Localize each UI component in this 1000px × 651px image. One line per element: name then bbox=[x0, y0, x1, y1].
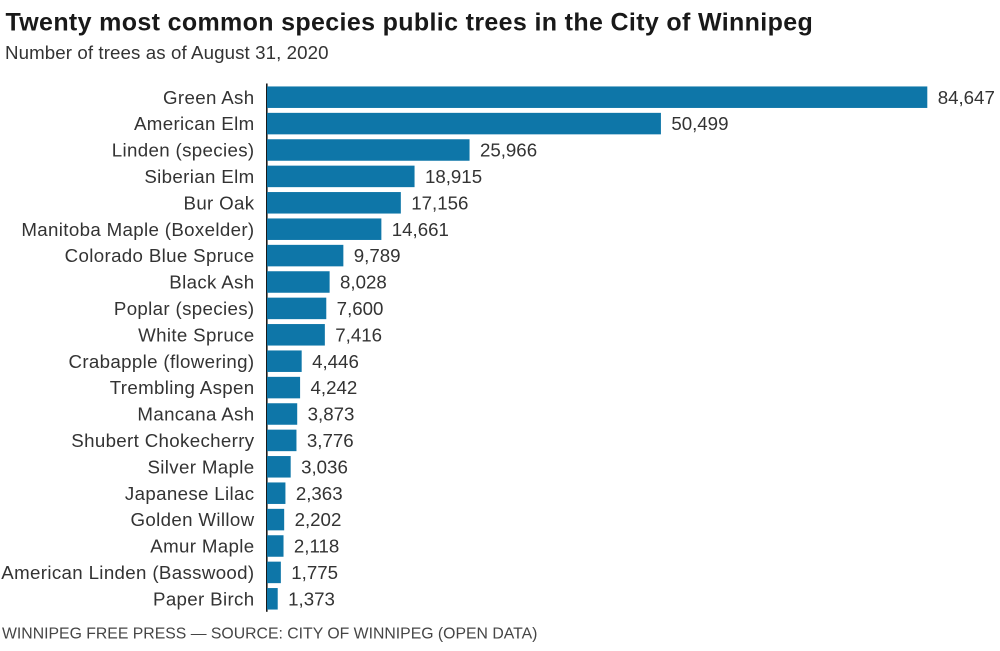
svg-text:8,028: 8,028 bbox=[340, 272, 387, 293]
svg-text:White Spruce: White Spruce bbox=[138, 324, 254, 345]
svg-text:50,499: 50,499 bbox=[671, 113, 728, 134]
svg-text:9,789: 9,789 bbox=[354, 245, 401, 266]
svg-text:Japanese Lilac: Japanese Lilac bbox=[125, 483, 255, 504]
svg-text:14,661: 14,661 bbox=[392, 219, 449, 240]
svg-text:Manitoba Maple (Boxelder): Manitoba Maple (Boxelder) bbox=[21, 219, 254, 240]
svg-text:Poplar (species): Poplar (species) bbox=[114, 298, 255, 319]
svg-text:1,373: 1,373 bbox=[288, 588, 335, 609]
svg-text:2,363: 2,363 bbox=[296, 483, 343, 504]
svg-text:18,915: 18,915 bbox=[425, 166, 482, 187]
svg-text:3,036: 3,036 bbox=[301, 456, 348, 477]
svg-text:Green Ash: Green Ash bbox=[163, 87, 254, 108]
svg-text:4,446: 4,446 bbox=[312, 351, 359, 372]
svg-text:3,873: 3,873 bbox=[308, 404, 355, 425]
svg-text:4,242: 4,242 bbox=[310, 377, 357, 398]
svg-text:1,775: 1,775 bbox=[291, 562, 338, 583]
svg-text:84,647: 84,647 bbox=[938, 87, 995, 108]
svg-text:7,416: 7,416 bbox=[335, 324, 382, 345]
svg-text:American Elm: American Elm bbox=[134, 113, 255, 134]
svg-text:25,966: 25,966 bbox=[480, 140, 537, 161]
svg-text:Siberian Elm: Siberian Elm bbox=[144, 166, 254, 187]
svg-text:17,156: 17,156 bbox=[411, 192, 468, 213]
svg-text:WINNIPEG FREE PRESS — SOURCE:: WINNIPEG FREE PRESS — SOURCE: CITY OF WI… bbox=[2, 626, 537, 643]
svg-text:Linden (species): Linden (species) bbox=[112, 140, 255, 161]
svg-text:Number of trees as of August 3: Number of trees as of August 31, 2020 bbox=[5, 42, 329, 63]
svg-text:Trembling Aspen: Trembling Aspen bbox=[110, 377, 255, 398]
svg-text:3,776: 3,776 bbox=[307, 430, 354, 451]
svg-text:Golden Willow: Golden Willow bbox=[131, 509, 255, 530]
svg-text:Paper Birch: Paper Birch bbox=[153, 588, 255, 609]
svg-text:7,600: 7,600 bbox=[337, 298, 384, 319]
svg-text:Twenty most common species pub: Twenty most common species public trees … bbox=[6, 8, 814, 36]
svg-text:American Linden (Basswood): American Linden (Basswood) bbox=[1, 562, 254, 583]
svg-text:2,202: 2,202 bbox=[295, 509, 342, 530]
svg-text:Shubert Chokecherry: Shubert Chokecherry bbox=[71, 430, 255, 451]
svg-text:Bur Oak: Bur Oak bbox=[184, 192, 255, 213]
svg-text:Colorado Blue Spruce: Colorado Blue Spruce bbox=[65, 245, 255, 266]
svg-text:Silver Maple: Silver Maple bbox=[147, 456, 254, 477]
svg-text:Amur Maple: Amur Maple bbox=[150, 536, 254, 557]
svg-text:Crabapple (flowering): Crabapple (flowering) bbox=[68, 351, 254, 372]
svg-text:2,118: 2,118 bbox=[294, 536, 339, 557]
svg-text:Black Ash: Black Ash bbox=[169, 272, 254, 293]
svg-text:Mancana Ash: Mancana Ash bbox=[137, 404, 254, 425]
